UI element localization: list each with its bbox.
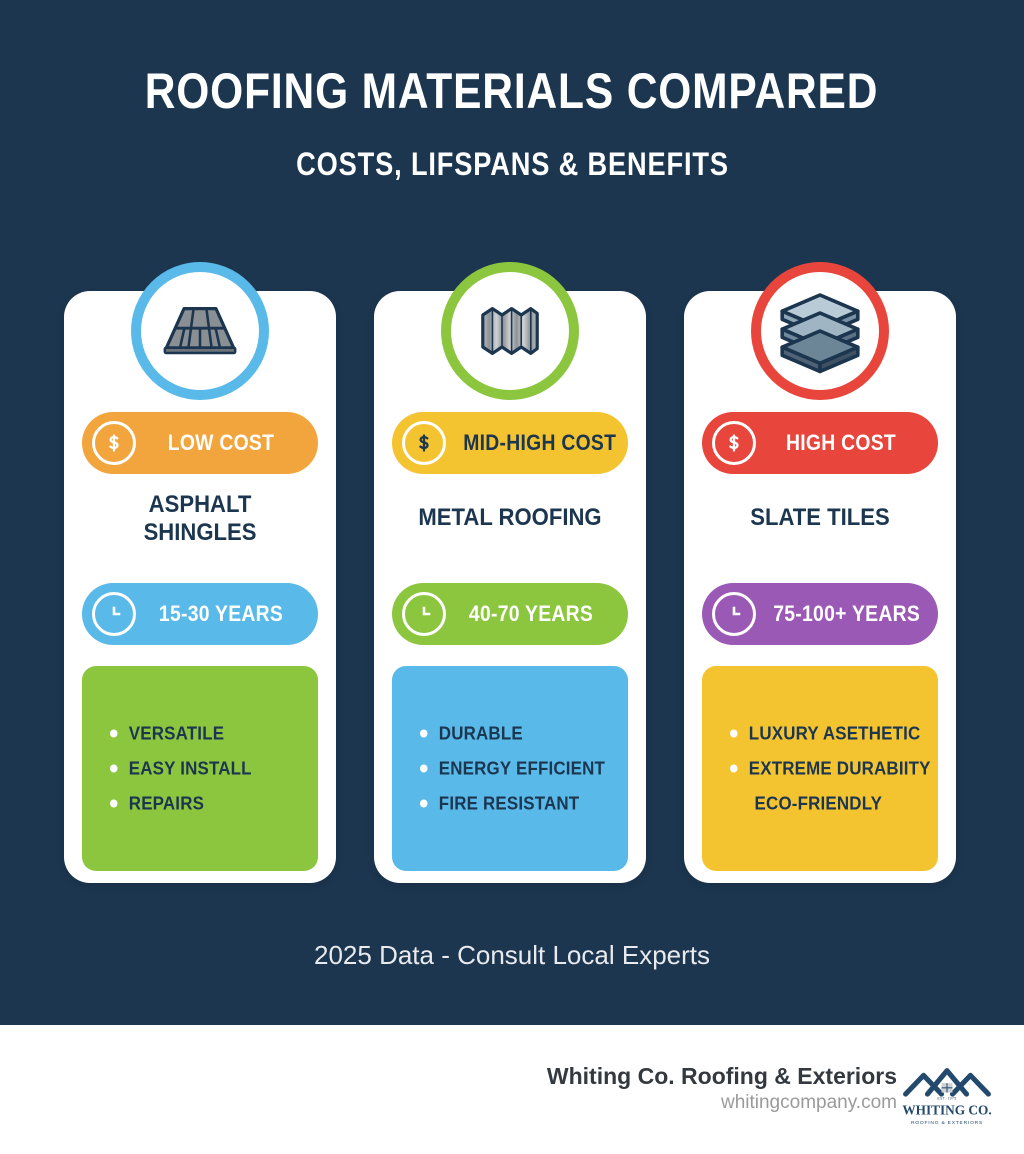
svg-text:WHITING CO.: WHITING CO. bbox=[902, 1102, 991, 1117]
svg-text:EST. 1975: EST. 1975 bbox=[937, 1097, 956, 1101]
svg-text:ROOFING & EXTERIORS: ROOFING & EXTERIORS bbox=[911, 1120, 983, 1126]
